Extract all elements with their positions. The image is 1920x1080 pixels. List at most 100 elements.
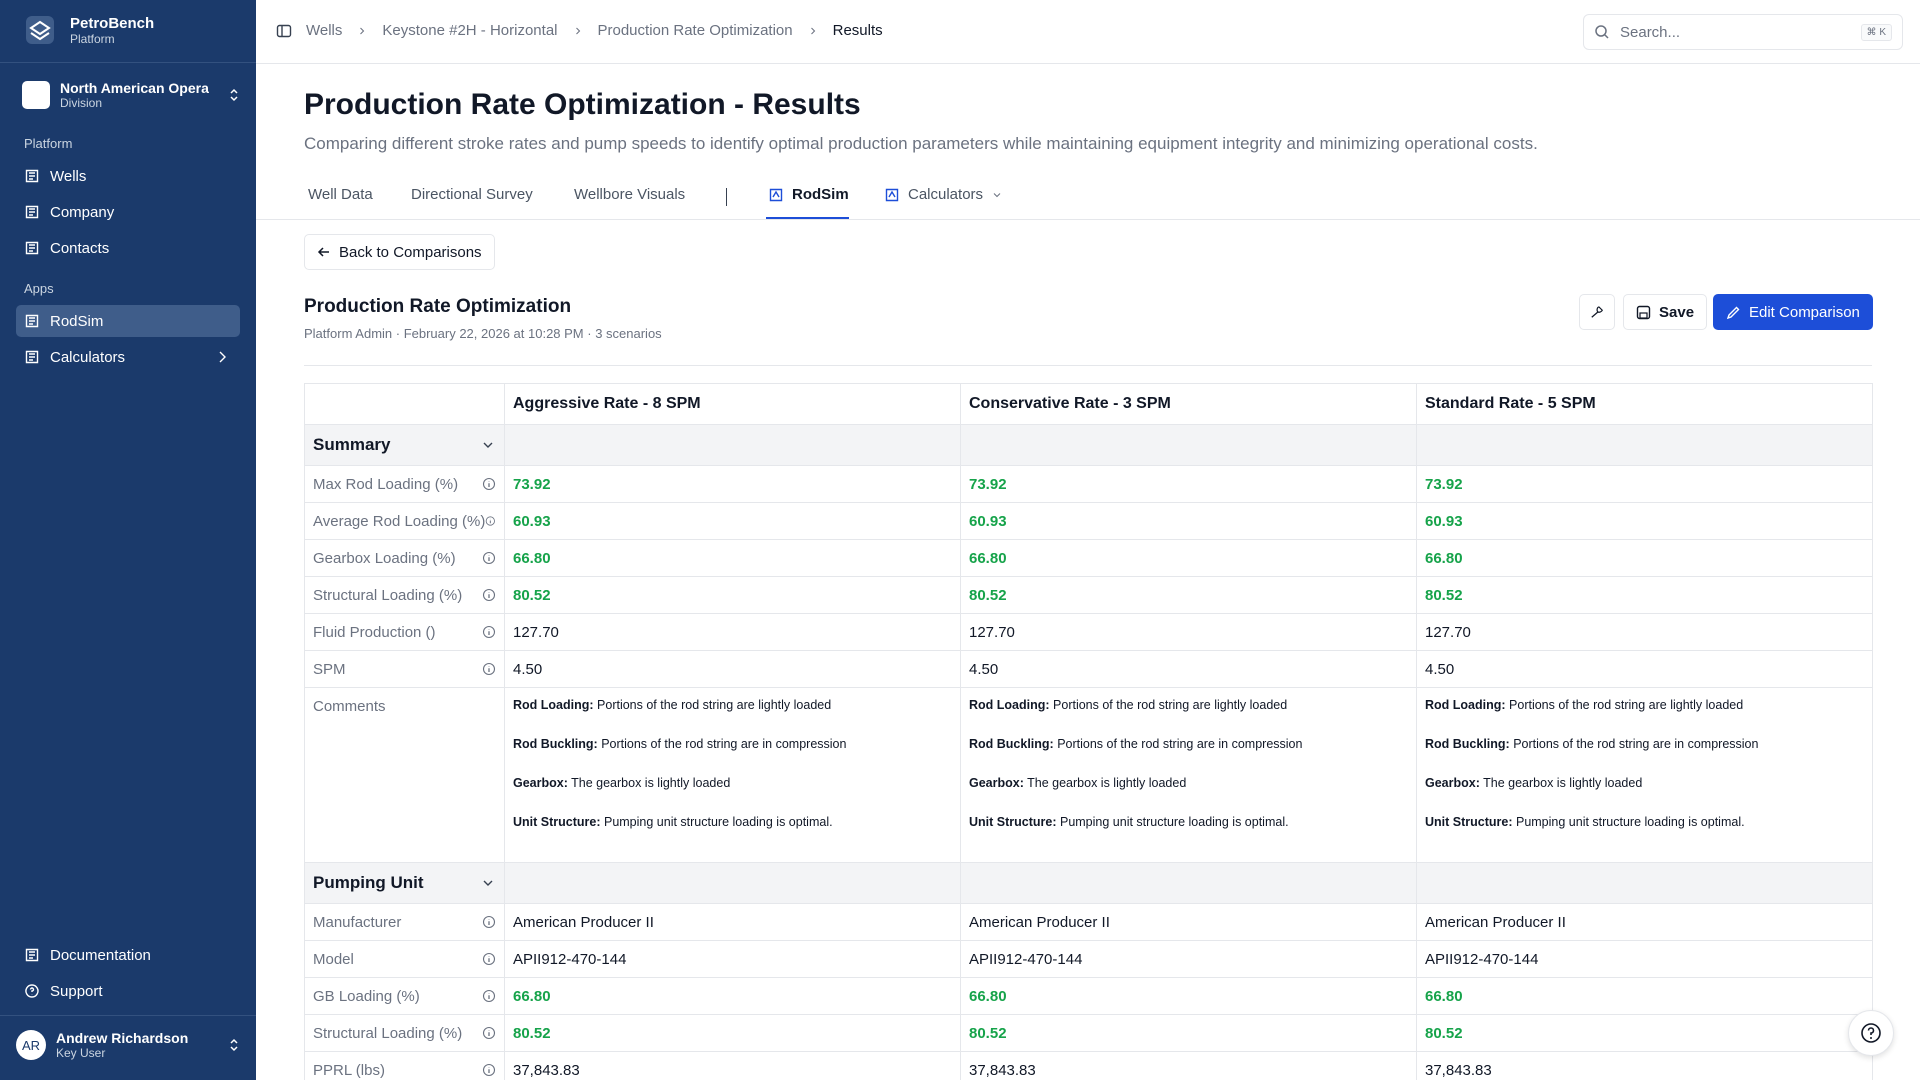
search-box[interactable]: Search... ⌘ K [1583,14,1903,50]
breadcrumb-item[interactable]: Wells [306,22,343,39]
comment: Rod Buckling: Portions of the rod string… [513,737,952,776]
org-switcher[interactable]: North American Opera Division [22,80,240,110]
user-name: Andrew Richardson [56,1030,189,1046]
icon-path [219,351,226,363]
tab-label: RodSim [792,186,849,203]
icon [219,351,226,363]
nav-label: Wells [50,167,87,185]
icon-path [769,188,783,201]
tab[interactable]: Directional Survey [411,186,533,203]
brand[interactable]: PetroBench Platform [22,12,154,48]
sidebar-toggle[interactable] [276,23,292,39]
tab[interactable]: Well Data [308,186,373,203]
section-fill [504,424,961,466]
section-fill [960,424,1417,466]
value-cell: 80.52 [1416,1014,1873,1052]
breadcrumb-item: Results [832,22,883,39]
value-cell: 80.52 [960,576,1417,614]
info-icon [486,516,496,526]
value-cell: 4.50 [1416,650,1873,688]
comment-label: Unit Structure: [1425,815,1513,829]
section-label: Summary [313,435,496,455]
comment-label: Gearbox: [513,776,568,790]
data-row: Comments Rod Loading: Portions of the rod… [304,687,1873,863]
tab[interactable]: Calculators [884,186,1003,203]
comment-text: Portions of the rod string are lightly l… [1509,698,1744,712]
chevron [230,88,238,102]
value-cell: 73.92 [504,465,961,503]
icon [885,188,899,201]
logo [26,16,54,44]
save-label: Save [1659,303,1695,321]
section-cell: Pumping Unit [304,862,505,904]
comment-label: Rod Loading: [513,698,594,712]
value-cell: 66.80 [504,539,961,577]
nav-label: Company [50,203,115,221]
row-label: Max Rod Loading (%) [313,476,496,493]
data-row: Manufacturer American Producer II American… [304,903,1873,941]
section-row[interactable]: Summary [304,424,1873,466]
comments-cell: Rod Loading: Portions of the rod string … [1416,687,1873,863]
icon-path [483,442,493,448]
section-title: Platform [24,136,73,151]
comment-label: Rod Buckling: [513,737,598,751]
nav-item[interactable]: Documentation [16,939,240,971]
nav-item[interactable]: RodSim [16,305,240,337]
pencil-icon [1726,306,1740,319]
comment: Rod Loading: Portions of the rod string … [1425,698,1864,737]
divider [304,365,1872,366]
comment: Unit Structure: Pumping unit structure l… [1425,815,1864,854]
value-cell: 37,843.83 [960,1051,1417,1080]
breadcrumb-item[interactable]: Production Rate Optimization [597,22,793,39]
comment-label: Rod Buckling: [1425,737,1510,751]
row-label: Structural Loading (%) [313,587,496,604]
icon [25,169,39,183]
back-button[interactable]: Back to Comparisons [304,234,495,270]
icon [25,948,39,962]
save-icon [1636,305,1651,319]
value-cell: 66.80 [1416,539,1873,577]
icon-path [993,192,1001,197]
settings-button[interactable] [1579,294,1615,330]
info-circle [482,625,496,639]
section-row[interactable]: Pumping Unit [304,862,1873,904]
column-header: Conservative Rate - 3 SPM [960,383,1417,425]
row-label: PPRL (lbs) [313,1062,496,1079]
value-cell: 80.52 [960,1014,1417,1052]
tab[interactable]: RodSim [768,186,849,203]
tab[interactable]: Wellbore Visuals [574,186,685,203]
arrow-left [317,247,329,257]
comment-text: Portions of the rod string are in compre… [601,737,847,751]
main: Production Rate Optimization - Results C… [256,64,1920,1080]
nav-item[interactable]: Calculators [16,341,240,373]
value-cell: 37,843.83 [1416,1051,1873,1080]
comment: Gearbox: The gearbox is lightly loaded [513,776,952,815]
row-label-cell: SPM [304,650,505,688]
nav-item[interactable]: Support [16,975,240,1007]
corner-cell [304,383,505,425]
value-cell: 127.70 [960,613,1417,651]
breadcrumb-item[interactable]: Keystone #2H - Horizontal [382,22,558,39]
user-menu[interactable]: AR Andrew Richardson Key User [16,1030,240,1060]
nav-item[interactable]: Contacts [16,232,240,264]
comment-label: Gearbox: [1425,776,1480,790]
edit-button[interactable]: Edit Comparison [1713,294,1873,330]
row-label-cell: Comments [304,687,505,863]
comment-label: Rod Loading: [969,698,1050,712]
save-button[interactable]: Save [1623,294,1708,330]
wrench-icon [1591,306,1603,318]
info-circle [486,516,496,526]
section-title: Apps [24,281,54,296]
row-label-cell: Fluid Production () [304,613,505,651]
comment-text: Portions of the rod string are in compre… [1513,737,1759,751]
icon-path [885,188,899,201]
icon-path [25,350,39,364]
nav-item[interactable]: Company [16,196,240,228]
row-label: Model [313,951,496,968]
icon-path [25,314,39,328]
row-label-text: Max Rod Loading (%) [313,475,459,493]
help-button[interactable] [1848,1010,1894,1056]
info-circle [482,989,496,1003]
nav-item[interactable]: Wells [16,160,240,192]
